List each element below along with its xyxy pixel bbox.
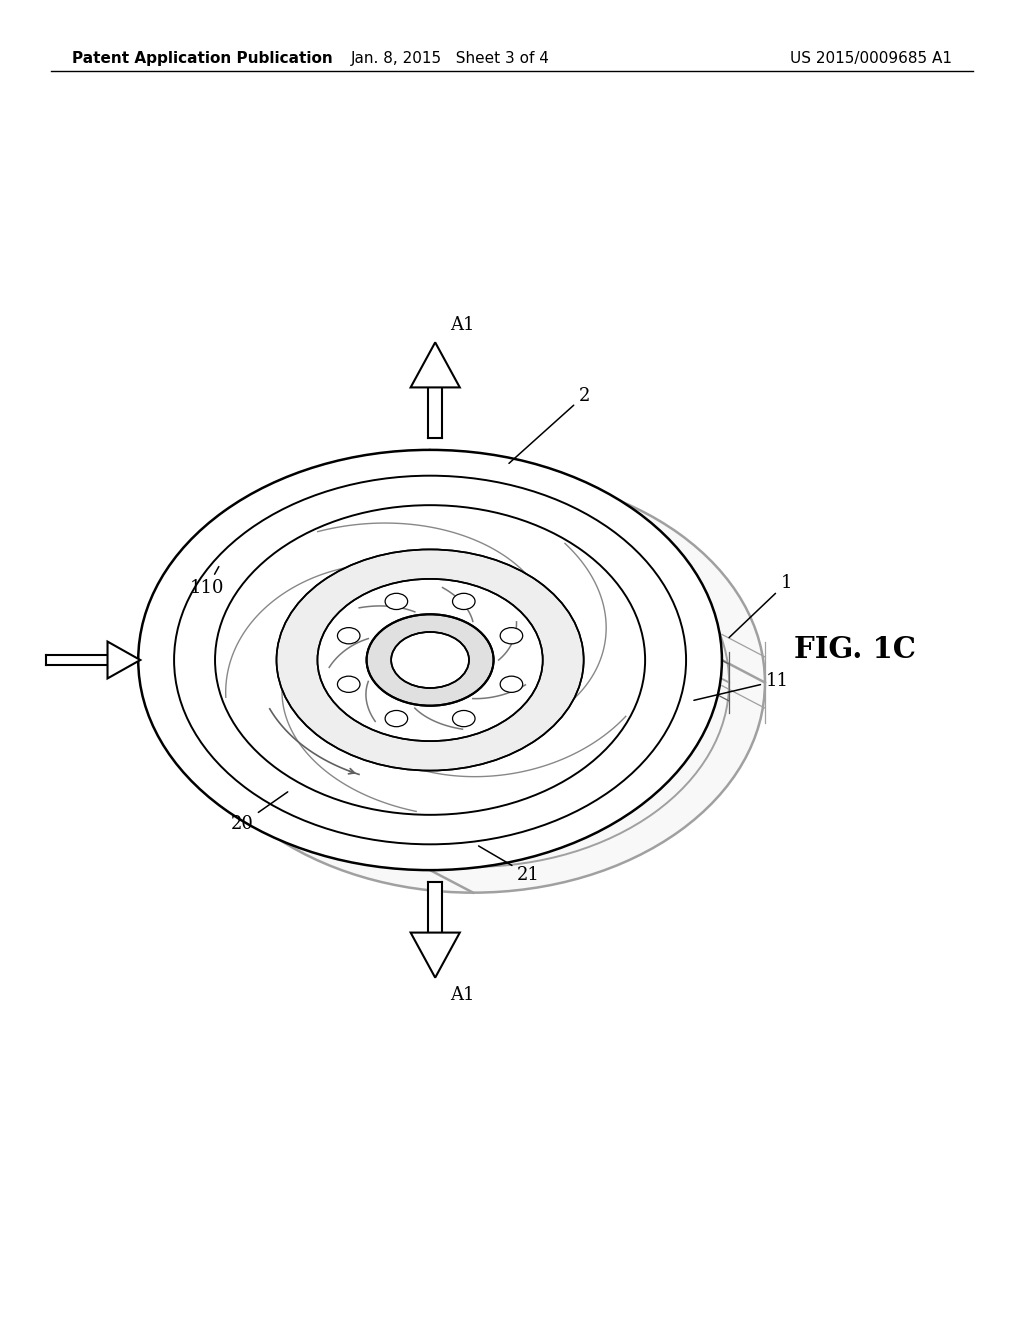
Text: 110: 110 — [189, 566, 224, 598]
Text: 21: 21 — [478, 846, 540, 884]
Ellipse shape — [453, 593, 475, 610]
Ellipse shape — [338, 627, 360, 644]
Ellipse shape — [181, 473, 765, 892]
Text: A1: A1 — [451, 986, 475, 1003]
Text: 2: 2 — [509, 387, 590, 463]
Polygon shape — [411, 933, 460, 978]
Polygon shape — [428, 882, 442, 933]
Ellipse shape — [276, 549, 584, 771]
Text: A1: A1 — [451, 317, 475, 334]
Ellipse shape — [338, 676, 360, 693]
Ellipse shape — [500, 676, 522, 693]
Text: FIG. 1C: FIG. 1C — [794, 635, 915, 664]
Text: 1: 1 — [729, 574, 792, 638]
Ellipse shape — [217, 498, 729, 867]
Text: Jan. 8, 2015   Sheet 3 of 4: Jan. 8, 2015 Sheet 3 of 4 — [351, 50, 550, 66]
Ellipse shape — [138, 450, 722, 870]
Polygon shape — [46, 655, 108, 665]
Text: Patent Application Publication: Patent Application Publication — [72, 50, 333, 66]
Ellipse shape — [453, 710, 475, 727]
Ellipse shape — [385, 710, 408, 727]
Ellipse shape — [500, 627, 522, 644]
Polygon shape — [411, 342, 460, 387]
Ellipse shape — [317, 579, 543, 741]
Text: 20: 20 — [230, 792, 288, 833]
Ellipse shape — [391, 632, 469, 688]
Ellipse shape — [174, 475, 686, 845]
Polygon shape — [108, 642, 140, 678]
Ellipse shape — [385, 593, 408, 610]
Text: US 2015/0009685 A1: US 2015/0009685 A1 — [791, 50, 952, 66]
Ellipse shape — [215, 506, 645, 814]
Polygon shape — [428, 387, 442, 438]
Ellipse shape — [367, 614, 494, 706]
Text: 11: 11 — [694, 672, 788, 701]
